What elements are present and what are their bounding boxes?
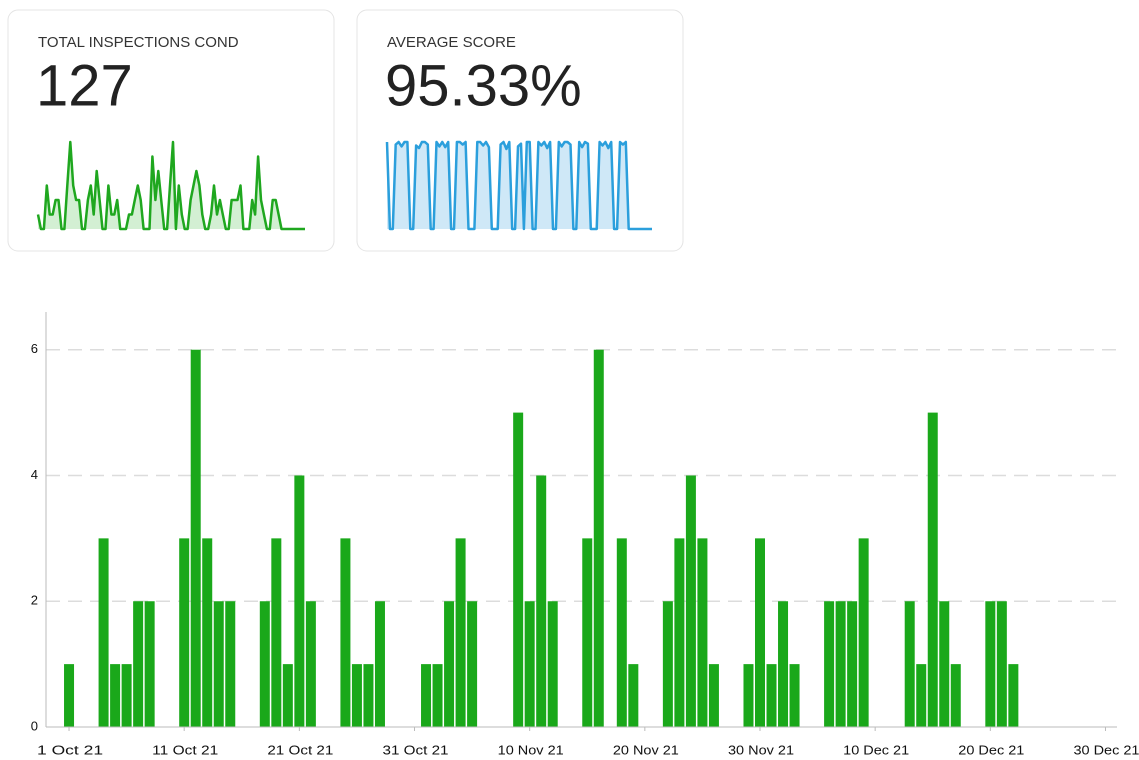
bar bbox=[697, 538, 708, 727]
x-tick-label: 20 Nov 21 bbox=[613, 742, 679, 757]
x-tick-label: 11 Oct 21 bbox=[152, 742, 218, 757]
bar bbox=[674, 538, 685, 727]
bar bbox=[294, 475, 305, 727]
y-tick-label: 4 bbox=[31, 467, 38, 482]
bar bbox=[950, 664, 961, 727]
y-tick-label: 2 bbox=[31, 593, 38, 608]
bar bbox=[789, 664, 800, 727]
bar bbox=[225, 601, 236, 727]
x-tick-label: 20 Dec 21 bbox=[958, 742, 1024, 757]
sparkline bbox=[36, 140, 305, 231]
bar bbox=[282, 664, 293, 727]
bar bbox=[708, 664, 719, 727]
x-tick-label: 30 Nov 21 bbox=[728, 742, 794, 757]
x-tick-label: 10 Nov 21 bbox=[498, 742, 564, 757]
y-tick-label: 0 bbox=[31, 718, 38, 733]
bar bbox=[374, 601, 385, 727]
bar bbox=[847, 601, 858, 727]
bar bbox=[64, 664, 75, 727]
bar bbox=[259, 601, 270, 727]
bar bbox=[202, 538, 213, 727]
bar bbox=[547, 601, 558, 727]
bar bbox=[524, 601, 535, 727]
bar bbox=[662, 601, 673, 727]
bar bbox=[1008, 664, 1019, 727]
bar bbox=[755, 538, 765, 727]
bar bbox=[927, 412, 938, 727]
bar bbox=[593, 349, 604, 727]
bar bbox=[743, 664, 754, 727]
bar bbox=[628, 664, 639, 727]
sparkline-area bbox=[387, 142, 652, 229]
card-value: 127 bbox=[36, 53, 133, 118]
bar bbox=[685, 475, 696, 727]
bar bbox=[939, 601, 950, 727]
bar bbox=[190, 349, 201, 727]
bar bbox=[421, 664, 432, 727]
bar bbox=[455, 538, 466, 727]
bar bbox=[916, 664, 927, 727]
bar bbox=[213, 601, 224, 727]
x-tick-label: 10 Dec 21 bbox=[843, 742, 909, 757]
bar bbox=[121, 664, 132, 727]
bar bbox=[582, 538, 593, 727]
bar bbox=[858, 538, 869, 727]
bar bbox=[536, 475, 547, 727]
bar bbox=[271, 538, 282, 727]
bar bbox=[98, 538, 109, 727]
card-value: 95.33% bbox=[385, 53, 582, 118]
bar bbox=[824, 601, 835, 727]
card-title: TOTAL INSPECTIONS COND bbox=[38, 34, 239, 51]
y-tick-label: 6 bbox=[31, 341, 38, 356]
bar bbox=[467, 601, 478, 727]
x-tick-label: 30 Dec 21 bbox=[1073, 742, 1139, 757]
bar bbox=[351, 664, 362, 727]
bar bbox=[432, 664, 443, 727]
x-tick-label: 21 Oct 21 bbox=[267, 742, 333, 757]
bar bbox=[144, 601, 155, 727]
bar bbox=[110, 664, 121, 727]
bar bbox=[778, 601, 789, 727]
bar bbox=[513, 412, 524, 727]
bar bbox=[996, 601, 1007, 727]
card-title: AVERAGE SCORE bbox=[387, 34, 516, 51]
bar bbox=[133, 601, 144, 727]
x-tick-label: 1 Oct 21 bbox=[37, 742, 103, 757]
bar bbox=[985, 601, 996, 727]
bar bbox=[904, 601, 915, 727]
bar bbox=[444, 601, 455, 727]
bar bbox=[766, 664, 777, 727]
bar bbox=[305, 601, 316, 727]
bar bbox=[616, 538, 627, 727]
bar bbox=[363, 664, 374, 727]
sparkline-area bbox=[38, 142, 305, 229]
bar bbox=[835, 601, 846, 727]
bar bbox=[179, 538, 190, 727]
bar bbox=[340, 538, 351, 727]
x-tick-label: 31 Oct 21 bbox=[383, 742, 449, 757]
sparkline bbox=[385, 140, 652, 231]
